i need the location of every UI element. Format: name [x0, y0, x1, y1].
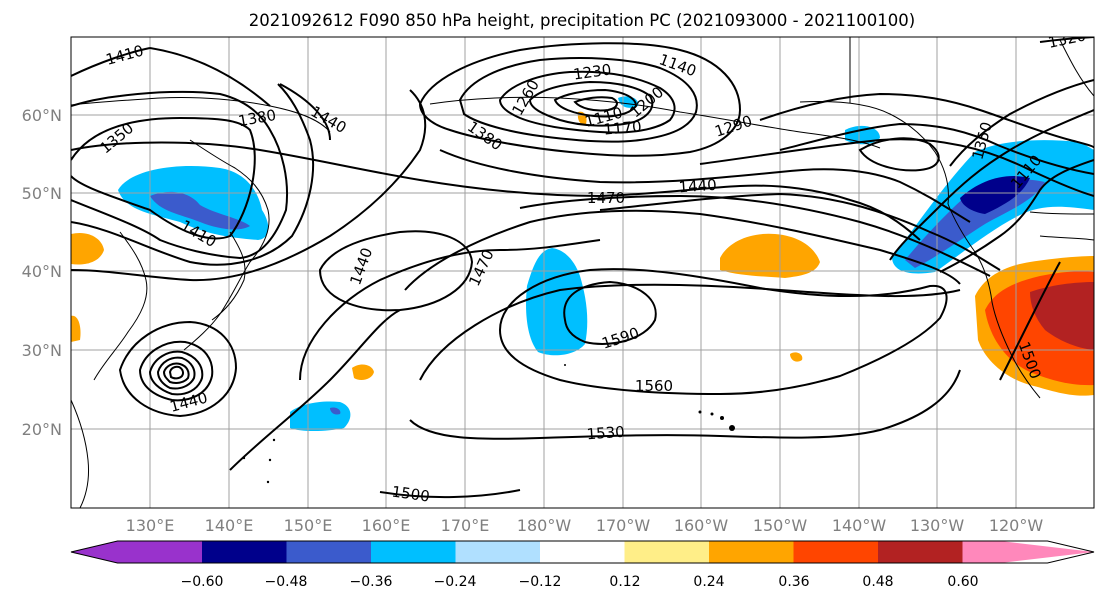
precip-positive-area: [71, 232, 104, 265]
colorbar-tick-label: 0.36: [778, 574, 809, 590]
precip-negative-core: [960, 176, 1030, 214]
colorbar-cell: [540, 541, 625, 563]
contour-label: 1500: [391, 482, 431, 505]
colorbar-extend-min: [71, 541, 202, 563]
lat-tick-label: 40°N: [22, 262, 62, 281]
lat-tick-label: 60°N: [22, 106, 62, 125]
lat-tick-label: 30°N: [22, 341, 62, 360]
lon-tick-label: 130°E: [126, 516, 175, 535]
colorbar-tick-label: −0.36: [350, 574, 393, 590]
precip-positive-area: [790, 352, 803, 362]
contour-label: 1560: [635, 377, 673, 395]
longitude-axis: 130°E 140°E 150°E 160°E 170°E 180°W 170°…: [126, 516, 1044, 535]
height-contours: [71, 37, 1094, 499]
lon-tick-label: 150°W: [753, 516, 808, 535]
lon-tick-label: 160°W: [674, 516, 729, 535]
contour-label: 1170: [603, 117, 643, 138]
colorbar-tick-label: 0.48: [862, 574, 893, 590]
colorbar-tick-label: 0.60: [947, 574, 978, 590]
map-plot-area: 1410 1350 1380 1440 1410 1440 1470 1380 …: [71, 37, 1094, 508]
latitude-axis: 60°N 50°N 40°N 30°N 20°N: [22, 106, 62, 439]
colorbar-cell: [624, 541, 709, 563]
lon-tick-label: 160°E: [362, 516, 411, 535]
colorbar-cell: [286, 541, 371, 563]
precip-positive-area: [720, 233, 820, 278]
precip-negative-area: [845, 125, 880, 145]
colorbar-tick-label: 0.12: [609, 574, 640, 590]
colorbar-tick-label: −0.48: [265, 574, 308, 590]
colorbar-tick-label: 0.24: [693, 574, 724, 590]
lon-tick-label: 180°W: [517, 516, 572, 535]
contour-label: 1230: [572, 60, 612, 83]
lon-tick-label: 130°W: [910, 516, 965, 535]
colorbar: −0.60 −0.48 −0.36 −0.24 −0.12 0.12 0.24 …: [70, 540, 1095, 590]
colorbar-outline: [70, 540, 1095, 564]
colorbar-tick-labels: −0.60 −0.48 −0.36 −0.24 −0.12 0.12 0.24 …: [181, 574, 979, 590]
lon-tick-label: 170°E: [441, 516, 490, 535]
precip-positive-core: [1030, 282, 1094, 350]
colorbar-extend-max: [962, 541, 1094, 563]
precip-positive-area: [352, 364, 374, 380]
colorbar-cell: [202, 541, 287, 563]
colorbar-cell: [455, 541, 540, 563]
precip-negative-core: [150, 191, 250, 230]
contour-label: 1470: [587, 189, 625, 207]
colorbar-cell: [793, 541, 878, 563]
precip-negative-area: [526, 248, 588, 356]
colorbar-tick-label: −0.24: [434, 574, 477, 590]
coastlines: [71, 37, 1094, 508]
lat-tick-label: 50°N: [22, 184, 62, 203]
colorbar-cell: [371, 541, 456, 563]
lat-tick-label: 20°N: [22, 420, 62, 439]
contour-label: 1440: [678, 176, 717, 197]
colorbar-cell: [878, 541, 963, 563]
colorbar-cell: [709, 541, 794, 563]
lon-tick-label: 140°W: [832, 516, 887, 535]
precip-positive-area: [71, 315, 81, 342]
map-title: 2021092612 F090 850 hPa height, precipit…: [249, 11, 915, 30]
lon-tick-label: 120°W: [989, 516, 1044, 535]
lon-tick-label: 170°W: [596, 516, 651, 535]
map-frame: [70, 36, 1095, 509]
precip-shading: [71, 96, 1094, 431]
lon-tick-label: 140°E: [205, 516, 254, 535]
colorbar-tick-label: −0.60: [181, 574, 224, 590]
contour-label: 1530: [586, 423, 625, 444]
precip-negative-core: [330, 407, 341, 415]
colorbar-cells: [70, 540, 1095, 564]
precip-negative-core: [905, 178, 1045, 268]
lon-tick-label: 150°E: [284, 516, 333, 535]
colorbar-tick-label: −0.12: [519, 574, 562, 590]
